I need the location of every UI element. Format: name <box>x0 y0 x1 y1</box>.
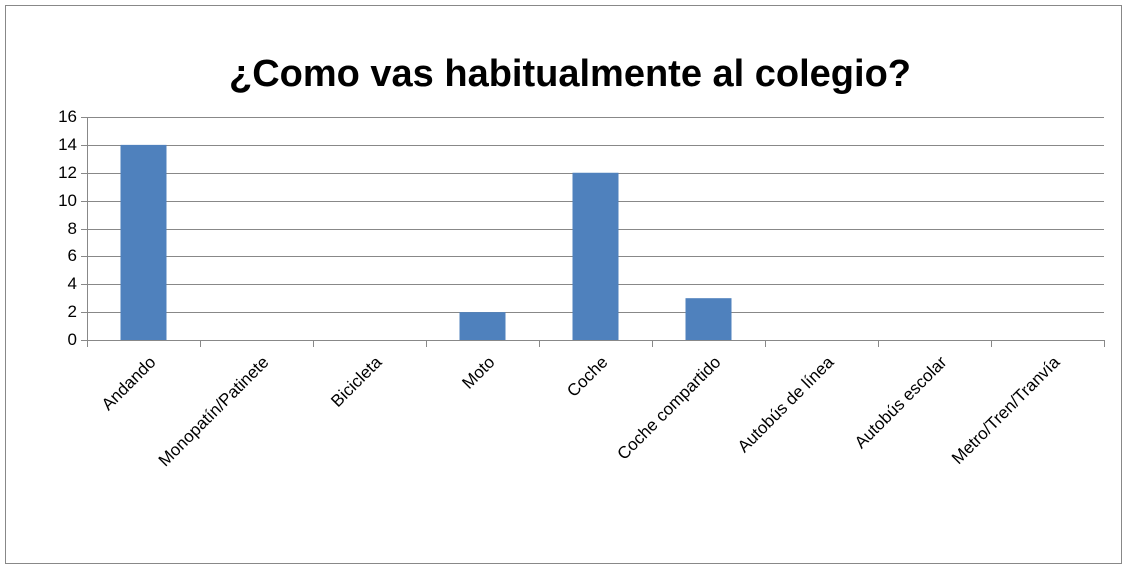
bar <box>459 312 506 340</box>
bar <box>685 298 732 340</box>
y-tick-label: 12 <box>58 163 77 182</box>
y-tick-label: 2 <box>68 302 77 321</box>
y-tick-label: 6 <box>68 246 77 265</box>
y-tick-label: 10 <box>58 191 77 210</box>
y-tick-label: 8 <box>68 219 77 238</box>
y-tick-label: 4 <box>68 274 77 293</box>
y-tick-label: 0 <box>68 330 77 349</box>
bar <box>572 172 619 340</box>
y-tick-label: 14 <box>58 135 77 154</box>
bar <box>120 144 167 340</box>
chart-title: ¿Como vas habitualmente al colegio? <box>229 53 911 95</box>
y-tick-label: 16 <box>58 107 77 126</box>
